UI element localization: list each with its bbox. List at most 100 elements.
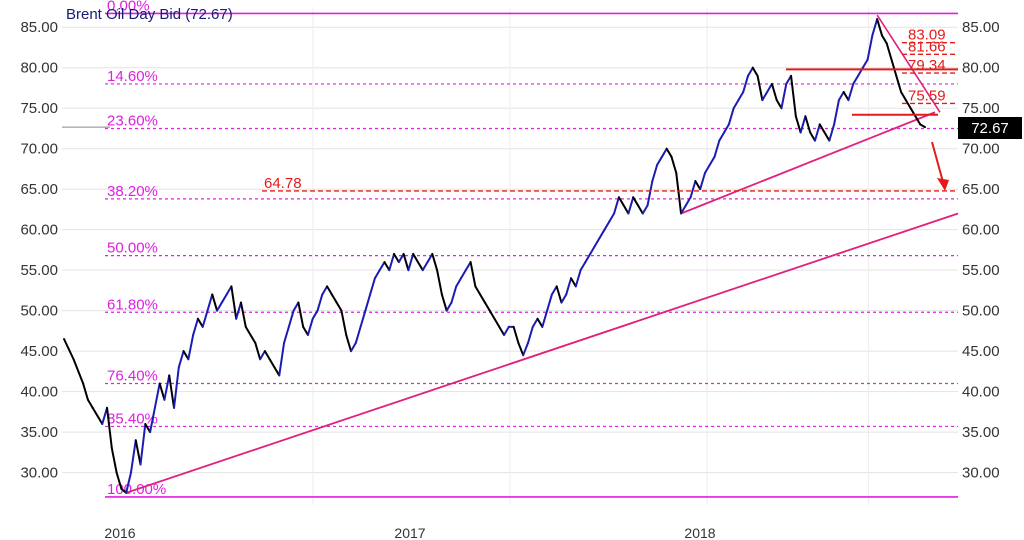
trendline-short <box>680 111 936 215</box>
price-segment <box>885 42 893 61</box>
price-segment <box>196 317 204 328</box>
price-segment <box>727 107 735 126</box>
price-segment <box>871 18 879 37</box>
price-segment <box>794 115 802 134</box>
price-segment <box>555 285 563 304</box>
price-segment <box>239 301 247 328</box>
price-segment <box>799 115 807 134</box>
last-price-tag: 72.67 <box>958 117 1022 139</box>
price-level-label: 75.59 <box>908 87 946 104</box>
price-segment <box>72 358 85 385</box>
trendline-wedge <box>876 14 941 113</box>
price-segment <box>512 325 520 345</box>
price-segment <box>182 350 190 361</box>
y-tick-label-right: 80.00 <box>962 60 1000 77</box>
price-segment <box>206 293 214 312</box>
down-arrow-icon <box>931 141 949 191</box>
price-segment <box>158 382 166 401</box>
y-tick-label-right: 85.00 <box>962 19 1000 36</box>
price-segment <box>708 155 716 166</box>
price-segment <box>359 309 367 328</box>
price-segment <box>63 338 75 361</box>
y-tick-label-right: 30.00 <box>962 465 1000 482</box>
price-segment <box>813 123 821 142</box>
price-segment <box>522 342 529 357</box>
y-tick-label-left: 80.00 <box>20 60 58 77</box>
y-tick-label-left: 70.00 <box>20 141 58 158</box>
y-tick-label-left: 50.00 <box>20 303 58 320</box>
price-segment <box>292 301 300 312</box>
price-segment <box>345 333 352 353</box>
price-segment <box>546 293 553 312</box>
y-tick-label-left: 30.00 <box>20 465 58 482</box>
price-segment <box>790 74 797 118</box>
price-segment <box>536 317 544 328</box>
price-segment <box>173 366 180 409</box>
price-segment <box>493 317 501 328</box>
price-segment <box>460 269 467 280</box>
price-segment <box>761 91 769 102</box>
price-segment <box>842 91 850 102</box>
price-segment <box>818 123 826 134</box>
price-segment <box>828 123 836 142</box>
price-segment <box>565 277 573 296</box>
price-segment <box>254 342 262 361</box>
price-segment <box>809 131 816 142</box>
price-segment <box>125 471 132 494</box>
price-segment <box>326 285 333 296</box>
price-segment <box>369 277 376 296</box>
price-segment <box>483 301 491 312</box>
price-segment <box>742 74 750 94</box>
price-segment <box>192 317 199 336</box>
price-segment <box>149 406 156 434</box>
price-segment <box>593 236 601 247</box>
y-tick-label-right: 55.00 <box>962 262 1000 279</box>
price-segment <box>235 301 242 320</box>
price-segment <box>440 293 448 312</box>
price-segment <box>876 18 883 37</box>
price-segment <box>550 285 558 296</box>
y-tick-label-right: 35.00 <box>962 424 1000 441</box>
price-segment <box>431 252 439 272</box>
y-tick-label-right: 75.00 <box>962 100 1000 117</box>
price-segment <box>115 471 123 490</box>
price-segment <box>699 172 706 191</box>
price-segment <box>637 204 644 215</box>
y-axis-right: 85.00 80.00 75.00 70.00 65.00 60.00 55.00 50.00… <box>962 19 1000 481</box>
price-segment <box>153 382 161 409</box>
price-segment <box>723 123 730 134</box>
price-segment <box>919 123 926 129</box>
price-segment <box>579 261 587 272</box>
price-segment <box>268 358 276 369</box>
price-segment <box>168 374 176 409</box>
price-segment <box>770 82 778 102</box>
fib-level-label: 14.60% <box>107 68 158 85</box>
price-segment <box>259 350 266 361</box>
price-level-label: 64.78 <box>264 175 302 192</box>
price-segment <box>335 301 343 312</box>
price-segment <box>244 325 252 336</box>
price-segment <box>660 147 668 158</box>
price-segment <box>541 309 549 328</box>
price-segment <box>287 309 295 328</box>
price-segment <box>641 204 649 215</box>
price-segment <box>201 309 209 328</box>
price-segment <box>106 406 113 450</box>
price-tag-box <box>958 117 1022 139</box>
price-segment <box>321 285 329 296</box>
trendline-long <box>125 212 959 494</box>
price-segment <box>412 252 419 264</box>
price-segment <box>211 293 219 312</box>
price-segment <box>627 196 635 215</box>
price-tag-value: 72.67 <box>971 120 1009 137</box>
price-segment <box>354 325 362 345</box>
price-segment <box>469 261 477 288</box>
price-segment <box>847 82 855 102</box>
price-segment <box>656 155 663 166</box>
fib-level-label: 76.40% <box>107 368 158 385</box>
x-tick-label: 2018 <box>684 525 715 540</box>
fib-level-label: 85.40% <box>107 410 158 427</box>
